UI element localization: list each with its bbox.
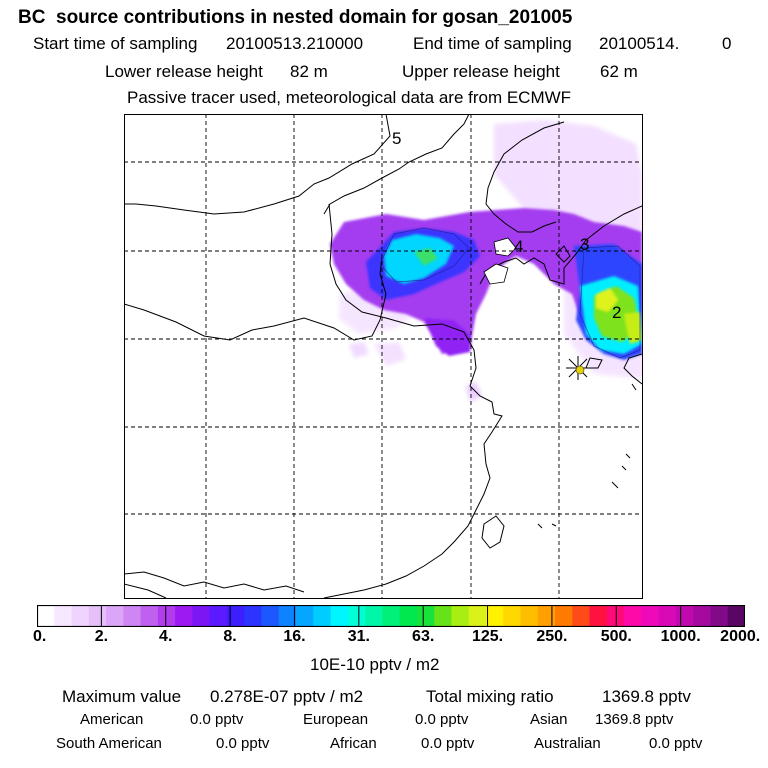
colorbar-unit: 10E-10 pptv / m2 xyxy=(310,655,440,674)
colorbar-tick-label: 4. xyxy=(159,628,173,645)
region-name-european: European xyxy=(303,711,369,728)
colorbar-tick-label: 125. xyxy=(471,628,504,645)
colorbar-cell xyxy=(37,605,55,627)
colorbar-cell xyxy=(727,605,745,627)
start-time-label: Start time of sampling xyxy=(33,34,198,53)
colorbar-tick-label: 63. xyxy=(412,628,435,645)
colorbar-cell xyxy=(382,605,401,627)
end-time-value: 20100514. xyxy=(599,34,680,53)
colorbar-cell xyxy=(175,605,194,627)
upper-height-value: 62 m xyxy=(600,62,638,81)
region-name-australian: Australian xyxy=(534,735,601,752)
colorbar-cell xyxy=(416,605,435,627)
colorbar-cell xyxy=(244,605,263,627)
colorbar-cell xyxy=(209,605,228,627)
colorbar-cell xyxy=(365,605,383,627)
colorbar-cell xyxy=(123,605,142,627)
lower-height-label: Lower release height xyxy=(105,62,263,81)
colorbar-cell xyxy=(313,605,332,627)
upper-height-label: Upper release height xyxy=(402,62,560,81)
region-label-3: 3 xyxy=(580,235,589,254)
region-label-4: 4 xyxy=(514,237,523,256)
colorbar-cell xyxy=(434,605,453,627)
source-contribution-map: 5 4 3 2 xyxy=(124,114,643,599)
region-value-american: 0.0 pptv xyxy=(190,711,244,728)
region-value-australian: 0.0 pptv xyxy=(649,735,703,752)
colorbar-tick-label: 250. xyxy=(536,628,568,645)
region-value-african: 0.0 pptv xyxy=(421,735,475,752)
lower-height-value: 82 m xyxy=(290,62,328,81)
colorbar-cell xyxy=(451,605,470,627)
region-value-south-american: 0.0 pptv xyxy=(216,735,270,752)
colorbar-cell xyxy=(485,605,504,627)
start-time-value: 20100513.210000 xyxy=(226,34,364,53)
colorbar-cell xyxy=(71,605,90,627)
region-value-asian: 1369.8 pptv xyxy=(595,711,674,728)
colorbar-tick-label: 1000. xyxy=(660,628,701,645)
colorbar-cell xyxy=(106,605,124,627)
colorbar-cell xyxy=(641,605,660,627)
colorbar-tick-label: 8. xyxy=(223,628,237,645)
colorbar-cell xyxy=(589,605,608,627)
colorbar-cell xyxy=(226,605,245,627)
colorbar-cell xyxy=(520,605,539,627)
region-name-american: American xyxy=(80,711,144,728)
colorbar-cell xyxy=(675,605,694,627)
colorbar-cell xyxy=(88,605,107,627)
end-time-label: End time of sampling xyxy=(413,34,572,53)
total-mixing-label: Total mixing ratio xyxy=(426,687,554,706)
end-time-value-suffix: 0 xyxy=(722,34,732,53)
colorbar-cell xyxy=(157,605,176,627)
colorbar-cell xyxy=(278,605,297,627)
colorbar-cell xyxy=(555,605,573,627)
region-name-asian: Asian xyxy=(530,711,568,728)
colorbar-cell xyxy=(54,605,73,627)
colorbar-cell xyxy=(261,605,280,627)
total-mixing-value: 1369.8 pptv xyxy=(602,687,691,706)
colorbar-cell xyxy=(693,605,712,627)
region-label-5: 5 xyxy=(392,129,401,148)
colorbar-tick-label: 2. xyxy=(94,628,109,645)
colorbar-cell xyxy=(140,605,159,627)
max-value-label: Maximum value xyxy=(62,687,182,706)
region-label-2: 2 xyxy=(612,303,621,322)
tracer-note: Passive tracer used, meteorological data… xyxy=(127,88,572,107)
max-value: 0.278E-07 pptv / m2 xyxy=(210,687,364,706)
colorbar-tick-label: 0. xyxy=(32,628,47,645)
coastlines xyxy=(124,114,642,598)
colorbar-tick-label: 500. xyxy=(600,628,632,645)
colorbar-cell xyxy=(658,605,677,627)
plume-green xyxy=(414,248,642,344)
colorbar-cell xyxy=(537,605,556,627)
colorbar-cell xyxy=(710,605,729,627)
region-name-south-american: South American xyxy=(56,735,162,752)
colorbar-cell xyxy=(503,605,522,627)
lat-lon-grid xyxy=(124,114,642,598)
region-name-african: African xyxy=(330,735,377,752)
colorbar-cell xyxy=(624,605,642,627)
map-title: BC source contributions in nested domain… xyxy=(18,7,573,28)
colorbar-cell xyxy=(192,605,211,627)
colorbar-tick-label: 31. xyxy=(347,628,370,645)
colorbar-tick-label: 16. xyxy=(283,628,306,645)
colorbar-cell xyxy=(347,605,366,627)
colorbar xyxy=(37,605,745,627)
colorbar-cell xyxy=(468,605,487,627)
colorbar-tick-label: 2000. xyxy=(720,628,761,645)
colorbar-cell xyxy=(330,605,349,627)
region-value-european: 0.0 pptv xyxy=(415,711,469,728)
colorbar-cell xyxy=(296,605,314,627)
colorbar-cell xyxy=(399,605,418,627)
colorbar-cell xyxy=(572,605,591,627)
